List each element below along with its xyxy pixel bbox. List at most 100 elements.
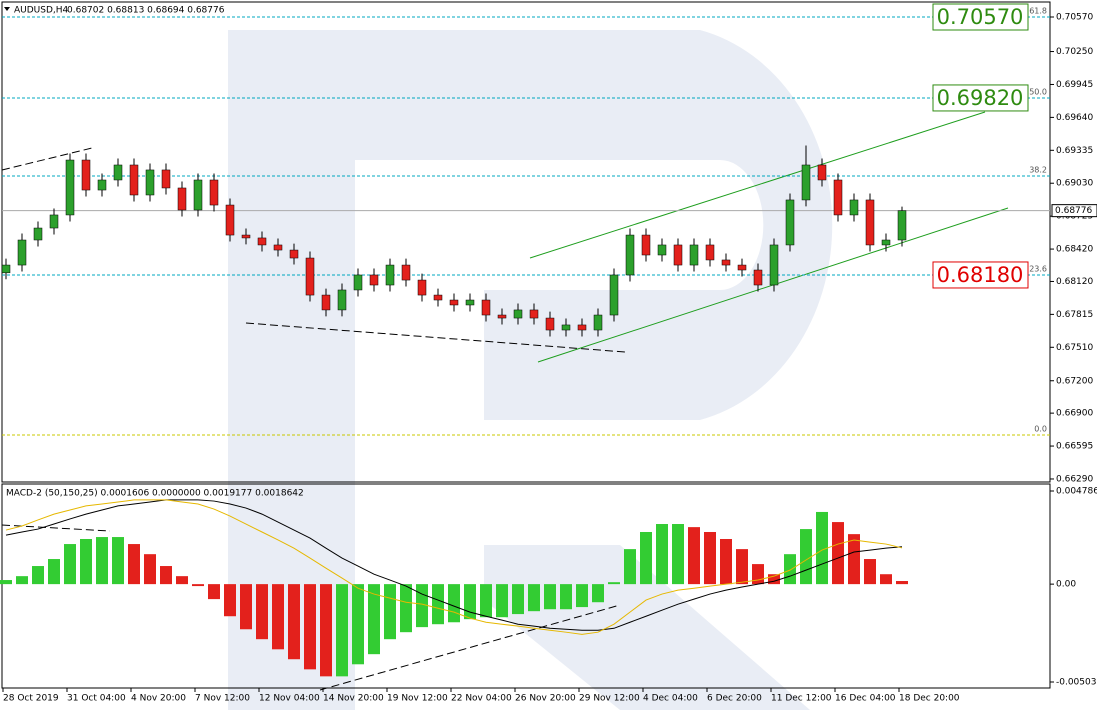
histogram-bar [544,584,556,610]
level-value: 0.68180 [937,263,1024,287]
y-tick-label: 0.0047868 [1056,487,1097,497]
candle-body [81,159,91,191]
macd-panel [1,483,1051,689]
y-tick-label: 0.66290 [1056,474,1093,484]
candle-body [865,199,875,246]
histogram-bar [224,584,236,617]
candle-body [257,237,267,246]
histogram-bar [832,522,844,585]
candle-body [113,164,123,181]
y-tick-label: 0.68120 [1056,277,1093,287]
channel-line [529,111,986,259]
candle-body [225,204,235,236]
menu-arrow[interactable] [4,7,10,11]
histogram-bar [256,584,268,640]
candle-body [65,159,75,216]
macd-line [5,499,903,635]
candle-body [513,309,523,319]
histogram-bar [240,584,252,630]
x-tick-label: 16 Dec 04:00 [835,694,896,704]
candle-body [657,244,667,256]
histogram-bar [176,576,188,585]
watermark-bowl [355,30,833,420]
level-value: 0.70570 [937,5,1024,29]
histogram-bar [368,584,380,655]
candle-body [897,210,907,241]
level-name: 23.6 [1029,264,1047,273]
histogram-bar [672,524,684,585]
candle-body [817,164,827,181]
candle-body [673,244,683,266]
candle-body [129,164,139,196]
candle-body [193,179,203,211]
candle-body [417,279,427,296]
histogram-bar [784,554,796,585]
histogram-bar [336,584,348,677]
x-tick-label: 4 Dec 04:00 [643,694,698,704]
level-value: 0.69820 [937,86,1024,110]
x-tick-label: 7 Nov 12:00 [195,694,250,704]
chart-subtitle: 0.68702 0.68813 0.68694 0.68776 [67,6,225,16]
candle-body [785,199,795,246]
histogram-bar [208,584,220,600]
level-box [932,261,1029,289]
histogram-bar [592,584,604,603]
histogram-bar [848,534,860,585]
price-label-box [1051,204,1097,218]
histogram-bar [768,574,780,585]
candle-body [465,299,475,306]
candle-body [737,264,747,271]
candle-body [545,317,555,331]
trendline [245,322,626,353]
x-tick-label: 14 Nov 20:00 [323,694,384,704]
candle-body [273,244,283,251]
histogram-bar [80,538,92,585]
histogram-bar [272,584,284,650]
macd-line [5,499,903,631]
y-tick-label: 0.67510 [1056,343,1093,353]
histogram-bar [864,559,876,585]
histogram-bar [688,527,700,585]
y-tick-label: 0.70250 [1056,47,1093,57]
histogram-bar [640,531,652,585]
x-tick-label: 31 Oct 04:00 [67,694,126,704]
candle-body [433,294,443,301]
y-tick-label: -0.0050305 [1056,677,1097,687]
candle-body [33,227,43,241]
candle-body [769,244,779,286]
candle-body [481,299,491,316]
candle-body [241,234,251,239]
level-name: 50.0 [1029,87,1047,96]
histogram-bar [16,576,28,585]
y-tick-label: 0.67815 [1056,310,1093,320]
candle-body [209,179,219,206]
histogram-bar [608,582,620,585]
candle-body [561,324,571,331]
histogram-bar [288,584,300,660]
price-panel [1,1,1051,483]
level-name: 38.2 [1029,165,1047,174]
histogram-bar [880,574,892,585]
candle-body [161,169,171,189]
candle-body [145,169,155,196]
candle-body [497,314,507,319]
candle-body [337,289,347,311]
histogram-bar [32,566,44,585]
level-box [932,3,1029,31]
candle-body [1,264,11,274]
candle-body [289,249,299,259]
price-label: 0.68776 [1055,206,1092,216]
candle-body [705,244,715,261]
histogram-bar [320,584,332,677]
candle-body [641,234,651,256]
y-tick-label: 0.69030 [1056,179,1093,189]
y-tick-label: 0.68420 [1056,245,1093,255]
histogram-bar [576,584,588,608]
candle-body [593,314,603,331]
y-tick-label: 0.66900 [1056,409,1093,419]
histogram-bar [432,584,444,625]
histogram-bar [160,566,172,585]
candle-body [17,239,27,266]
y-tick-label: 0.67200 [1056,376,1093,386]
histogram-bar [496,584,508,618]
